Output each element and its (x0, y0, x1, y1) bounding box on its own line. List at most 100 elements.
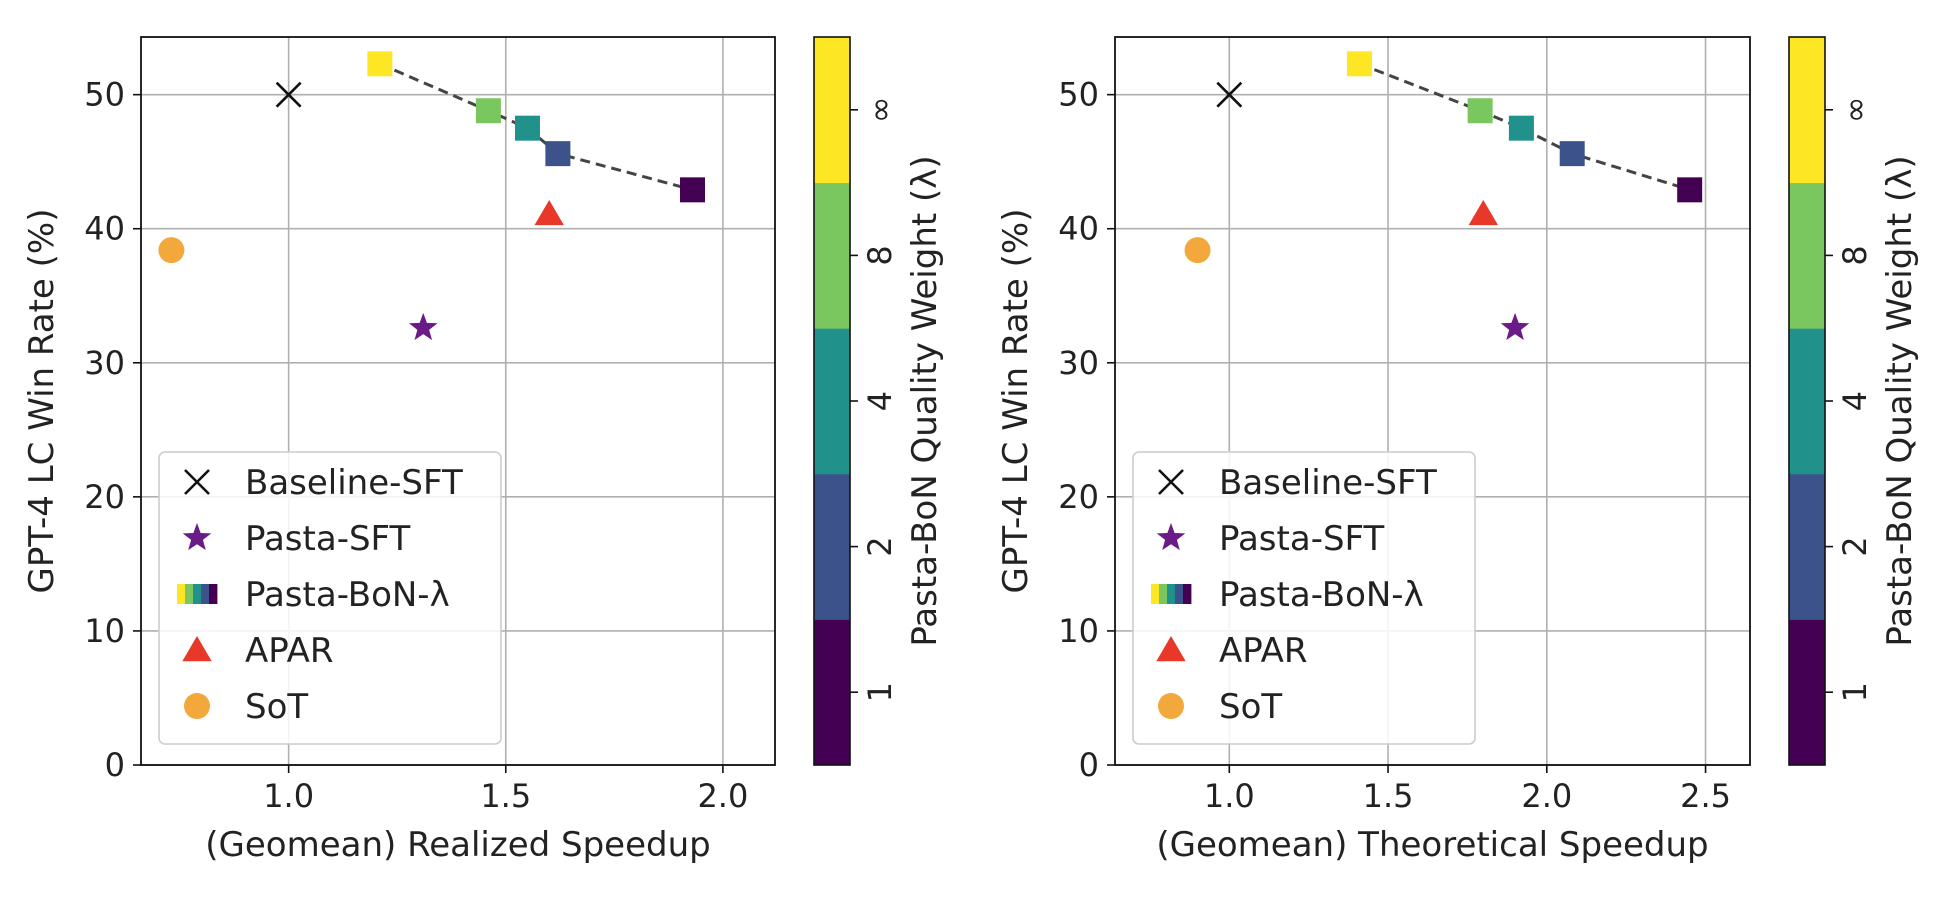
colorbar-tick-label: 1 (861, 682, 899, 702)
x-axis-title: (Geomean) Theoretical Speedup (1156, 825, 1708, 865)
y-tick-label: 10 (1058, 612, 1099, 650)
legend-label: APAR (245, 631, 333, 671)
legend-label: Pasta-SFT (1219, 519, 1385, 559)
apar-point (1468, 199, 1498, 226)
legend-gradient-stripe (1167, 584, 1176, 604)
y-tick-label: 10 (84, 612, 125, 650)
x-axis-title: (Geomean) Realized Speedup (205, 825, 710, 865)
colorbar-tick-label: 8 (861, 245, 899, 265)
legend: Baseline-SFT Pasta-SFT Pasta-BoN-λ APAR SoT (158, 451, 502, 745)
chart-1: 1.0 1.5 2.0 0 10 20 30 40 50 (Geomean) Realized S… (22, 36, 945, 865)
pasta-bon-point-lambda-2 (545, 141, 571, 167)
colorbar-title: Pasta-BoN Quality Weight (λ) (1880, 155, 1920, 646)
colorbar-segment (1789, 473, 1825, 620)
pasta-bon-point-lambda-inf (367, 51, 393, 77)
colorbar-frame (813, 36, 851, 766)
y-tick-label: 50 (84, 76, 125, 114)
colorbar-segment (814, 37, 850, 184)
chart-2: 1.0 1.5 2.0 2.5 0 10 20 30 40 50 (Geomean) Theoret… (996, 36, 1920, 865)
legend-gradient-stripe (201, 584, 210, 604)
x-tick-label: 1.5 (480, 777, 531, 815)
y-tick-label: 30 (1058, 344, 1099, 382)
baseline-sft-point-stroke-b (1216, 81, 1243, 108)
colorbar-segment (814, 473, 850, 620)
colorbar-tick-label: ∞ (861, 96, 899, 123)
plot-frame (140, 36, 776, 766)
pasta-bon-point-lambda-1 (1677, 177, 1703, 203)
apar-point (534, 199, 564, 226)
legend-label: APAR (1219, 631, 1307, 671)
legend-gradient-stripe (209, 584, 218, 604)
colorbar-segment (1789, 37, 1825, 184)
baseline-sft-point (275, 81, 302, 108)
colorbar-tick-label: 1 (1836, 682, 1874, 702)
colorbar-segment (814, 182, 850, 329)
pasta-sft-point (1500, 312, 1530, 341)
legend-marker-baseline-sft-stroke-b (184, 469, 210, 495)
x-tick-label: 1.5 (1363, 777, 1414, 815)
legend-label: Pasta-BoN-λ (1219, 575, 1424, 615)
legend-label: Pasta-SFT (245, 519, 411, 559)
colorbar-segment (1789, 328, 1825, 475)
colorbar-tick-label: 2 (1836, 536, 1874, 556)
colorbar-tick-label: 4 (861, 391, 899, 411)
pasta-bon-point-lambda-8 (1467, 98, 1493, 124)
colorbar-segment (814, 619, 850, 766)
pasta-bon-point-lambda-4 (514, 115, 540, 141)
colorbar: 1 2 4 8 ∞ Pasta-BoN Quality Weight (λ) (1788, 36, 1920, 766)
pasta-bon-point-lambda-inf (1346, 51, 1372, 77)
legend-gradient-stripe (1183, 584, 1192, 604)
legend-marker-pasta-sft (182, 523, 212, 551)
legend-gradient-stripe (1175, 584, 1184, 604)
legend-marker-sot (1158, 693, 1184, 719)
legend-gradient-swatch (177, 584, 218, 604)
y-tick-label: 0 (1079, 746, 1099, 784)
pasta-sft-point (408, 312, 438, 341)
legend-label: Pasta-BoN-λ (245, 575, 450, 615)
y-tick-label: 20 (1058, 478, 1099, 516)
sot-point (1184, 237, 1211, 264)
pasta-bon-point-lambda-2 (1559, 141, 1585, 167)
colorbar-segment (1789, 182, 1825, 329)
legend-gradient-stripe (185, 584, 194, 604)
baseline-sft-point-stroke-b (275, 81, 302, 108)
legend-gradient-stripe (177, 584, 186, 604)
legend-label: SoT (245, 687, 308, 727)
pasta-bon-point-lambda-4 (1508, 115, 1534, 141)
y-tick-label: 40 (1058, 210, 1099, 248)
colorbar-tick-label: 2 (861, 536, 899, 556)
legend-marker-baseline-sft (184, 469, 210, 495)
legend-marker-apar (1156, 636, 1186, 662)
x-tick-label: 1.0 (1204, 777, 1255, 815)
colorbar-tick-label: 8 (1836, 245, 1874, 265)
legend-marker-apar (182, 636, 212, 662)
colorbar-tick-label: 4 (1836, 391, 1874, 411)
colorbar-frame (1788, 36, 1826, 766)
pasta-bon-point-lambda-1 (679, 177, 705, 203)
legend-box (158, 451, 502, 745)
pasta-bon-point-lambda-8 (475, 98, 501, 124)
baseline-sft-point (1216, 81, 1243, 108)
legend-gradient-stripe (193, 584, 202, 604)
legend-box (1132, 451, 1476, 745)
legend-gradient-swatch (1151, 584, 1192, 604)
x-tick-label: 2.5 (1680, 777, 1731, 815)
plot-frame (1114, 36, 1751, 766)
legend-label: SoT (1219, 687, 1282, 727)
legend-marker-pasta-sft (1156, 523, 1186, 551)
y-tick-label: 30 (84, 344, 125, 382)
legend-marker-sot (184, 693, 210, 719)
legend-label: Baseline-SFT (245, 463, 463, 503)
legend-label: Baseline-SFT (1219, 463, 1437, 503)
y-axis-title: GPT-4 LC Win Rate (%) (22, 209, 62, 594)
legend: Baseline-SFT Pasta-SFT Pasta-BoN-λ APAR SoT (1132, 451, 1476, 745)
pasta-bon-dashed-line (1358, 62, 1691, 192)
sot-point (158, 237, 185, 264)
y-tick-label: 20 (84, 478, 125, 516)
y-tick-label: 40 (84, 210, 125, 248)
colorbar-segment (814, 328, 850, 475)
legend-marker-baseline-sft (1158, 469, 1184, 495)
legend-marker-baseline-sft-stroke-b (1158, 469, 1184, 495)
colorbar-segment (1789, 619, 1825, 766)
